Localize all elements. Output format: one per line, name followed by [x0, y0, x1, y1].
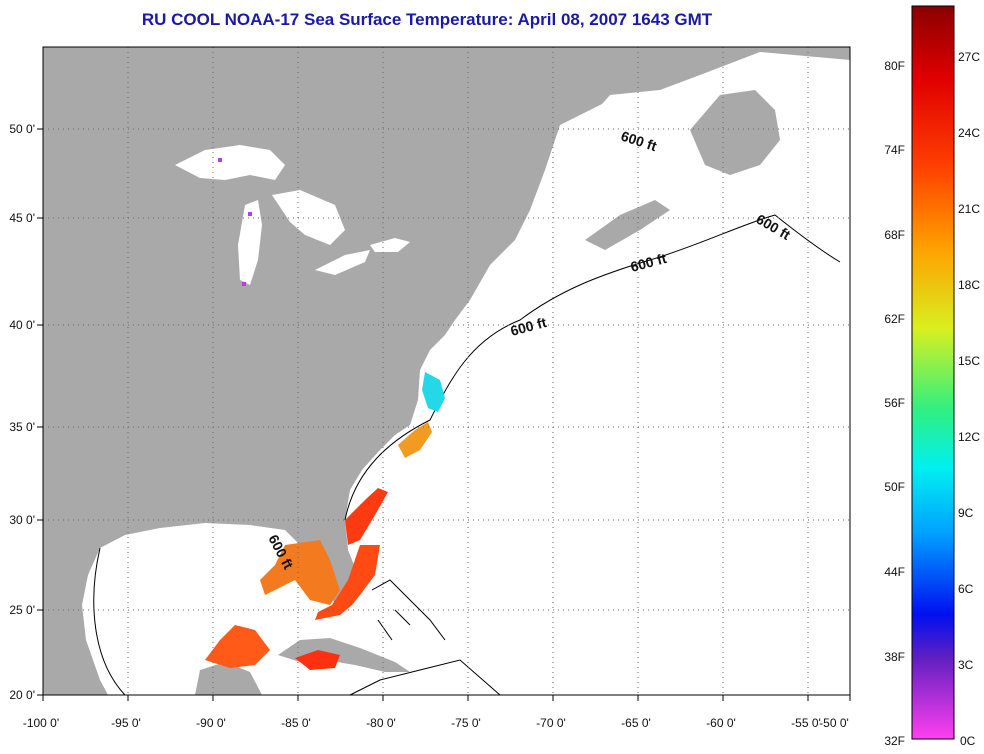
- colorbar-celsius-labels: 27C 24C 21C 18C 15C 12C 9C 6C 3C 0C: [958, 50, 980, 748]
- y-axis: 50 0' 45 0' 40 0' 35 0' 30 0' 25 0' 20 0…: [9, 122, 43, 702]
- bahamas: [371, 579, 446, 641]
- x-tick-label: -55 0': [791, 716, 821, 730]
- sst-florida-strait: [315, 545, 380, 620]
- colorbar-tick-f: 32F: [884, 734, 905, 748]
- x-tick-label: -50 0': [819, 716, 849, 730]
- newfoundland: [690, 90, 780, 175]
- y-tick-label: 50 0': [9, 122, 35, 136]
- cuba: [278, 638, 410, 672]
- graticule: [43, 47, 850, 695]
- colorbar-tick-f: 74F: [884, 143, 905, 157]
- x-tick-label: -80 0': [366, 716, 396, 730]
- x-tick-label: -75 0': [451, 716, 481, 730]
- colorbar-tick-c: 18C: [958, 278, 980, 292]
- colorbar-tick-f: 38F: [884, 650, 905, 664]
- lake-superior: [175, 145, 285, 180]
- sst-west-florida: [260, 540, 340, 605]
- sst-cape-hatteras: [398, 422, 432, 458]
- colorbar-tick-c: 3C: [958, 658, 974, 672]
- colorbar-tick-f: 68F: [884, 228, 905, 242]
- sst-mid-atlantic: [422, 372, 445, 412]
- x-tick-label: -70 0': [536, 716, 566, 730]
- map-title: RU COOL NOAA-17 Sea Surface Temperature:…: [141, 10, 713, 29]
- sst-west-cuba: [295, 650, 340, 670]
- colorbar-tick-c: 21C: [958, 202, 980, 216]
- lake-erie: [315, 250, 370, 275]
- yucatan: [195, 662, 262, 695]
- colorbar-tick-f: 62F: [884, 312, 905, 326]
- isobath-600ft: [93, 214, 841, 696]
- colorbar-fahrenheit-labels: 80F 74F 68F 62F 56F 50F 44F 38F 32F: [884, 59, 905, 748]
- y-tick-label: 45 0': [9, 211, 35, 225]
- x-tick-label: -65 0': [621, 716, 651, 730]
- lake-michigan: [238, 200, 262, 285]
- nova-scotia: [585, 200, 670, 250]
- colorbar-tick-f: 56F: [884, 396, 905, 410]
- colorbar-tick-c: 27C: [958, 50, 980, 64]
- colorbar-tick-f: 44F: [884, 565, 905, 579]
- y-tick-label: 30 0': [9, 513, 35, 527]
- x-axis: -100 0' -95 0' -90 0' -85 0' -80 0' -75 …: [23, 695, 851, 730]
- colorbar-tick-c: 6C: [958, 582, 974, 596]
- colorbar-tick-c: 15C: [958, 354, 980, 368]
- colorbar-tick-c: 0C: [960, 734, 976, 748]
- sst-yucatan-channel: [205, 625, 270, 668]
- colorbar-tick-c: 24C: [958, 126, 980, 140]
- lake-ontario: [370, 238, 410, 252]
- sst-southeast-shelf: [345, 488, 388, 545]
- y-tick-label: 20 0': [9, 688, 35, 702]
- colorbar-tick-c: 9C: [958, 506, 974, 520]
- colorbar: [911, 5, 955, 740]
- x-tick-label: -95 0': [111, 716, 141, 730]
- x-tick-label: -85 0': [281, 716, 311, 730]
- colorbar-tick-f: 80F: [884, 59, 905, 73]
- gulf-st-lawrence: [560, 95, 700, 195]
- x-tick-label: -60 0': [706, 716, 736, 730]
- map-frame: [42, 46, 851, 696]
- colorbar-tick-f: 50F: [884, 480, 905, 494]
- x-tick-label: -100 0': [23, 716, 59, 730]
- y-tick-label: 25 0': [9, 603, 35, 617]
- colorbar-tick-c: 12C: [958, 430, 980, 444]
- y-tick-label: 40 0': [9, 318, 35, 332]
- x-tick-label: -90 0': [196, 716, 226, 730]
- y-tick-label: 35 0': [9, 420, 35, 434]
